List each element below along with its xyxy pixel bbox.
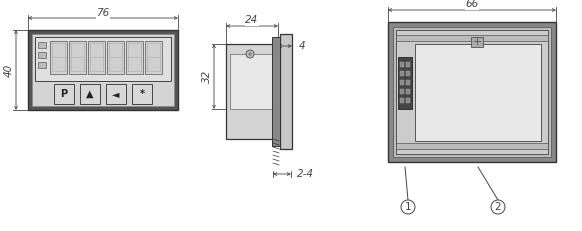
Text: 2-4: 2-4 (296, 169, 314, 179)
Bar (50, 41, 67, 74)
Bar (398, 57, 412, 109)
Bar (54, 84, 74, 104)
Text: 76: 76 (97, 8, 109, 18)
Bar (38, 62, 46, 68)
Bar (226, 44, 278, 139)
Circle shape (491, 200, 505, 214)
Bar (400, 62, 404, 67)
Bar (388, 22, 556, 162)
Text: P: P (61, 89, 68, 99)
Bar (406, 80, 410, 85)
Bar (69, 41, 86, 74)
Circle shape (249, 52, 251, 55)
Bar (106, 84, 126, 104)
Circle shape (246, 50, 254, 58)
Bar (393, 27, 551, 157)
Bar (35, 37, 171, 81)
Bar (396, 143, 548, 149)
Bar (406, 71, 410, 76)
Text: ▲: ▲ (86, 89, 94, 99)
Text: 66: 66 (466, 0, 478, 9)
Bar (272, 37, 280, 146)
Bar (406, 98, 410, 103)
Text: *: * (140, 89, 144, 99)
Text: 32: 32 (202, 70, 212, 83)
Bar (38, 42, 46, 48)
Bar (132, 84, 152, 104)
Text: 24: 24 (246, 15, 258, 25)
Bar (400, 71, 404, 76)
Bar (280, 34, 292, 149)
Bar (32, 34, 174, 106)
Bar (145, 41, 162, 74)
Circle shape (401, 200, 415, 214)
Text: 40: 40 (4, 63, 14, 77)
Bar (28, 30, 178, 110)
Bar (415, 44, 541, 141)
Bar (400, 89, 404, 94)
Bar (396, 35, 548, 41)
Text: 1: 1 (404, 202, 411, 212)
Bar (126, 41, 143, 74)
Bar (88, 41, 105, 74)
Text: ◄: ◄ (112, 89, 120, 99)
Bar (107, 41, 124, 74)
Bar (406, 89, 410, 94)
Bar (230, 54, 274, 109)
Bar (38, 52, 46, 58)
Bar (80, 84, 100, 104)
Bar (406, 62, 410, 67)
Bar (400, 98, 404, 103)
Bar (471, 37, 483, 47)
Text: 2: 2 (495, 202, 501, 212)
Bar (396, 30, 548, 154)
Bar (400, 80, 404, 85)
Text: 4: 4 (299, 41, 306, 51)
